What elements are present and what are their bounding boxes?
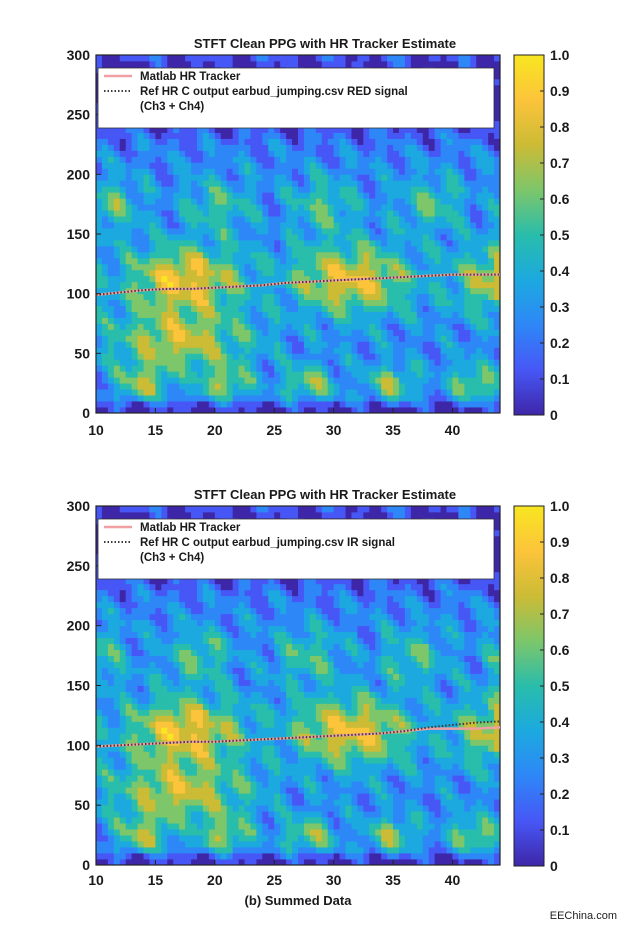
y-tick-label: 100 xyxy=(67,286,91,302)
chart-title: STFT Clean PPG with HR Tracker Estimate xyxy=(194,487,456,502)
x-tick-label: 40 xyxy=(445,422,461,438)
colorbar-tick-label: 0.5 xyxy=(550,678,570,694)
colorbar-tick-label: 0.2 xyxy=(550,335,570,351)
legend-label: (Ch3 + Ch4) xyxy=(140,101,204,113)
y-tick-label: 300 xyxy=(67,498,91,514)
x-tick-label: 30 xyxy=(326,422,342,438)
colorbar-tick-label: 0.6 xyxy=(550,642,570,658)
colorbar-tick-label: 0.9 xyxy=(550,83,570,99)
x-tick-label: 35 xyxy=(385,872,401,888)
x-tick-label: 15 xyxy=(148,422,164,438)
x-tick-label: 10 xyxy=(88,872,104,888)
colorbar-tick-label: 0.9 xyxy=(550,534,570,550)
y-tick-label: 150 xyxy=(67,678,91,694)
colorbar: 0 0.1 0.2 0.3 0.4 0.5 0.6 0.7 0.8 0.9 1.0 xyxy=(514,47,570,423)
x-tick-label: 10 xyxy=(88,422,104,438)
legend-label: Ref HR C output earbud_jumping.csv IR si… xyxy=(140,537,395,549)
x-tick-label: 35 xyxy=(385,422,401,438)
colorbar-tick-label: 0.7 xyxy=(550,155,570,171)
colorbar-tick-label: 0.8 xyxy=(550,119,570,135)
colorbar-tick-label: 0 xyxy=(550,858,558,874)
y-tick-label: 100 xyxy=(67,737,91,753)
figure-caption: (b) Summed Data xyxy=(245,893,353,908)
y-tick-label: 250 xyxy=(67,558,91,574)
x-tick-label: 20 xyxy=(207,422,223,438)
y-tick-label: 200 xyxy=(67,618,91,634)
y-tick-label: 150 xyxy=(67,226,91,242)
colorbar: 0 0.1 0.2 0.3 0.4 0.5 0.6 0.7 0.8 0.9 1.0 xyxy=(514,498,570,874)
colorbar-tick-label: 0.7 xyxy=(550,606,570,622)
y-tick-label: 200 xyxy=(67,166,91,182)
y-tick-label: 0 xyxy=(82,405,90,421)
legend-label: Matlab HR Tracker xyxy=(140,522,241,534)
colorbar-tick-label: 0.4 xyxy=(550,263,570,279)
chart-red-signal: STFT Clean PPG with HR Tracker Estimate … xyxy=(67,36,570,438)
y-tick-label: 300 xyxy=(67,47,91,63)
colorbar-tick-label: 0.5 xyxy=(550,227,570,243)
x-tick-label: 40 xyxy=(445,872,461,888)
colorbar-tick-label: 0.1 xyxy=(550,371,570,387)
colorbar-gradient xyxy=(514,55,544,415)
y-tick-label: 250 xyxy=(67,107,91,123)
colorbar-tick-label: 0.4 xyxy=(550,714,570,730)
x-tick-label: 20 xyxy=(207,872,223,888)
colorbar-gradient xyxy=(514,506,544,866)
colorbar-tick-label: 0.6 xyxy=(550,191,570,207)
chart-ir-signal: STFT Clean PPG with HR Tracker Estimate … xyxy=(67,487,570,888)
colorbar-tick-label: 0.8 xyxy=(550,570,570,586)
colorbar-tick-label: 0.2 xyxy=(550,786,570,802)
legend-label: (Ch3 + Ch4) xyxy=(140,552,204,564)
legend-label: Matlab HR Tracker xyxy=(140,71,241,83)
legend: Matlab HR Tracker Ref HR C output earbud_… xyxy=(98,68,494,128)
x-tick-label: 30 xyxy=(326,872,342,888)
colorbar-tick-label: 0.3 xyxy=(550,299,570,315)
colorbar-tick-label: 0.3 xyxy=(550,750,570,766)
y-tick-label: 50 xyxy=(74,797,90,813)
legend: Matlab HR Tracker Ref HR C output earbud_… xyxy=(98,519,494,579)
legend-label: Ref HR C output earbud_jumping.csv RED s… xyxy=(140,86,408,98)
x-tick-label: 25 xyxy=(266,422,282,438)
chart-title: STFT Clean PPG with HR Tracker Estimate xyxy=(194,36,456,51)
colorbar-tick-label: 0 xyxy=(550,407,558,423)
colorbar-tick-label: 1.0 xyxy=(550,498,570,514)
watermark: EEChina.com xyxy=(550,910,617,922)
y-tick-label: 0 xyxy=(82,857,90,873)
colorbar-tick-label: 0.1 xyxy=(550,822,570,838)
y-tick-label: 50 xyxy=(74,345,90,361)
x-tick-label: 15 xyxy=(148,872,164,888)
x-tick-label: 25 xyxy=(266,872,282,888)
colorbar-tick-label: 1.0 xyxy=(550,47,570,63)
